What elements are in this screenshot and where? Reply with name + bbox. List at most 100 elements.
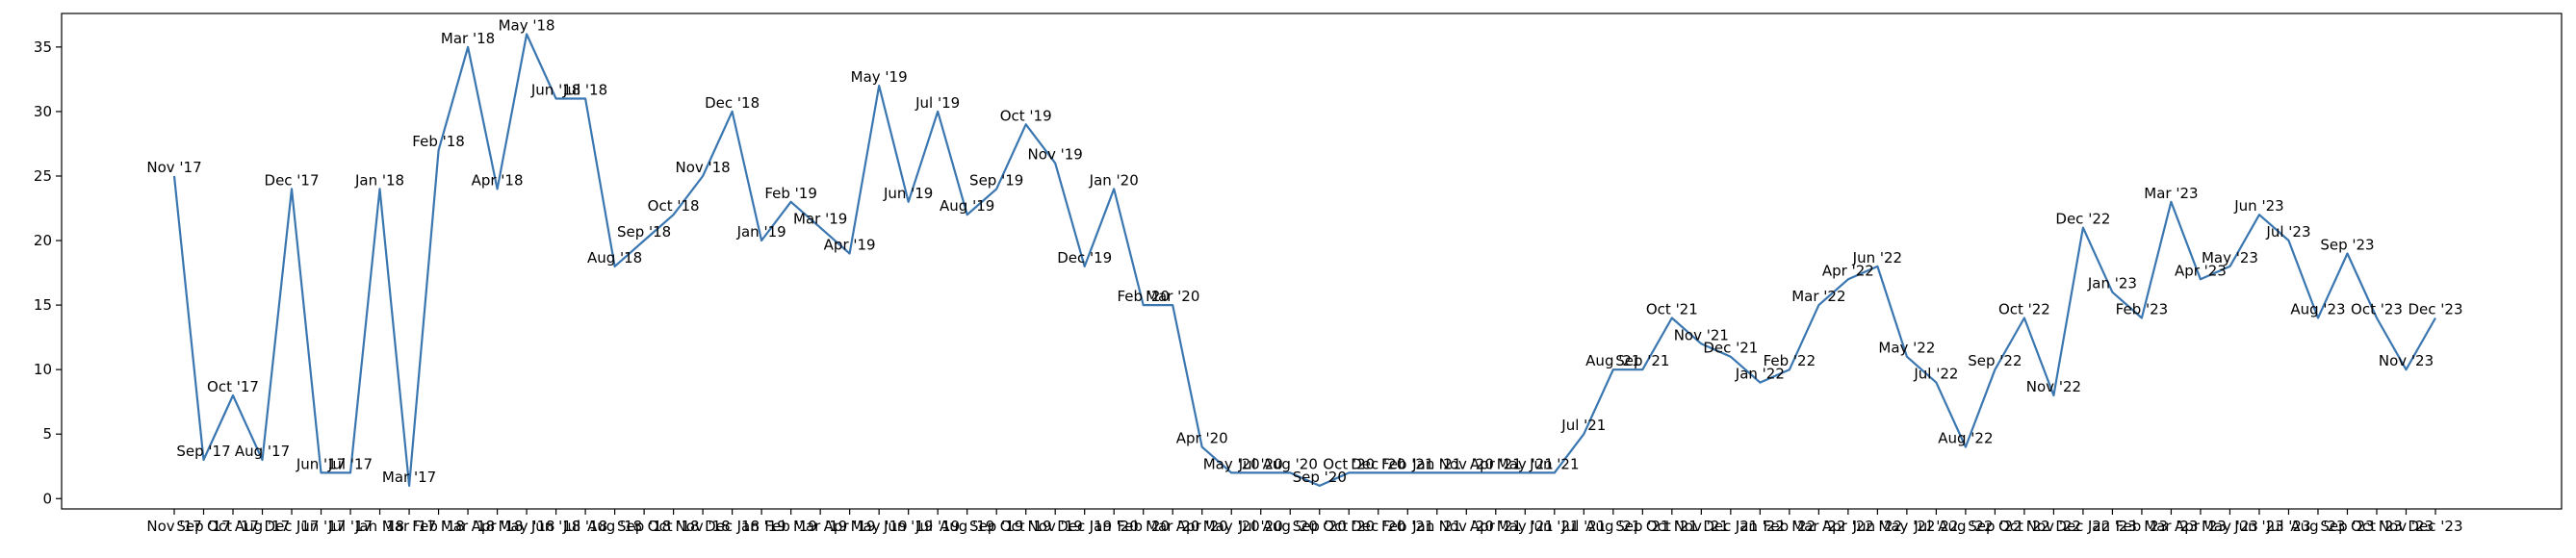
x-tick-label: Jun '18 — [530, 518, 580, 535]
data-label: Jun '21 — [1529, 455, 1579, 472]
x-tick-label: Nov '23 — [2379, 518, 2434, 535]
x-tick-label: Mar '22 — [1791, 518, 1845, 535]
data-label: Nov '22 — [2026, 378, 2081, 395]
x-tick-label: Apr '23 — [2175, 518, 2227, 535]
x-tick-label: Mar '18 — [441, 518, 495, 535]
data-label: Aug '19 — [940, 197, 994, 215]
x-tick-label: Nov '17 — [146, 518, 201, 535]
x-tick-label: Jan '20 — [1089, 518, 1139, 535]
x-tick-label: Jul '20 — [1238, 518, 1283, 535]
data-label: Oct '20 — [1323, 455, 1375, 472]
data-label: Nov '23 — [2379, 352, 2434, 369]
data-label: May '22 — [1878, 340, 1935, 357]
data-label: Feb '20 — [1117, 288, 1170, 305]
x-tick-label: May '19 — [851, 518, 908, 535]
x-tick-label: Aug '23 — [2290, 518, 2345, 535]
x-tick-label: Oct '20 — [1323, 518, 1375, 535]
data-label: Jul '23 — [2265, 223, 2310, 241]
x-tick-label: May '21 — [1497, 518, 1554, 535]
x-tick-label: Sep '18 — [617, 518, 671, 535]
data-label: Apr '23 — [2175, 262, 2227, 279]
y-axis: 0 5 10 15 20 25 30 35 — [34, 38, 62, 507]
data-label: Feb '18 — [412, 133, 465, 150]
y-tick-label: 25 — [34, 167, 52, 185]
data-label: Nov '19 — [1028, 146, 1083, 164]
x-tick-label: Nov '21 — [1674, 518, 1729, 535]
data-label: Oct '19 — [1000, 107, 1052, 124]
data-label: Jul '19 — [914, 94, 960, 112]
x-tick-label: Jan '19 — [736, 518, 786, 535]
x-tick-label: Aug '20 — [1263, 518, 1318, 535]
y-tick-label: 5 — [42, 425, 52, 443]
x-tick-label: Aug '19 — [940, 518, 994, 535]
data-label: Mar '20 — [1146, 288, 1199, 305]
x-tick-label: Jul '21 — [1560, 518, 1606, 535]
data-label: Jan '18 — [354, 171, 404, 189]
x-tick-label: Jul '18 — [562, 518, 607, 535]
data-label: Mar '22 — [1791, 288, 1845, 305]
data-label: May '23 — [2202, 249, 2258, 266]
data-label: Nov '18 — [675, 159, 730, 176]
data-label: Dec '17 — [265, 171, 320, 189]
x-tick-label: Mar '19 — [793, 518, 847, 535]
data-label: Sep '18 — [617, 223, 671, 241]
data-label: Jul '17 — [327, 455, 373, 472]
y-tick-label: 35 — [34, 38, 52, 56]
data-label: Oct '22 — [1998, 301, 2050, 318]
data-label: Sep '22 — [1968, 352, 2022, 369]
data-label: Dec '23 — [2408, 301, 2462, 318]
data-label: May '21 — [1497, 455, 1554, 472]
y-tick-label: 30 — [34, 103, 52, 120]
x-tick-label: Dec '17 — [265, 518, 320, 535]
data-label: Sep '19 — [969, 171, 1023, 189]
data-label: Jan '21 — [1411, 455, 1461, 472]
y-tick-label: 20 — [34, 232, 52, 249]
data-label: Apr '22 — [1822, 262, 1874, 279]
x-tick-label: Sep '20 — [1293, 518, 1347, 535]
data-label: Aug '20 — [1263, 455, 1318, 472]
x-tick-label: Jun '19 — [883, 518, 933, 535]
x-tick-label: Oct '22 — [1998, 518, 2050, 535]
data-label: Jan '20 — [1089, 171, 1139, 189]
x-tick-label: Mar '17 — [382, 518, 436, 535]
x-tick-label: Feb '23 — [2116, 518, 2169, 535]
x-tick-label: Nov '19 — [1028, 518, 1083, 535]
data-label: Dec '22 — [2055, 211, 2110, 228]
data-label: Sep '23 — [2320, 236, 2374, 253]
data-label: Aug '21 — [1585, 352, 1640, 369]
x-tick-label: Aug '21 — [1585, 518, 1640, 535]
data-label: Feb '23 — [2116, 301, 2169, 318]
data-label: Jul '20 — [1238, 455, 1283, 472]
x-tick-label: Oct '21 — [1646, 518, 1698, 535]
data-label: Jul '18 — [562, 82, 607, 99]
x-tick-label: Dec '18 — [705, 518, 760, 535]
data-label: Jun '18 — [530, 82, 580, 99]
x-tick-label: Jan '22 — [1735, 518, 1785, 535]
data-label: Mar '23 — [2144, 185, 2198, 202]
data-label: Nov '17 — [146, 159, 201, 176]
data-label: Jun '17 — [296, 455, 346, 472]
x-tick-label: Jun '17 — [296, 518, 346, 535]
data-label: May '18 — [499, 16, 555, 34]
data-label: Aug '18 — [587, 249, 642, 266]
x-tick-label: Feb '18 — [412, 518, 465, 535]
x-tick-label: Jun '23 — [2233, 518, 2283, 535]
data-label: Feb '19 — [764, 185, 817, 202]
x-tick-label: Oct '19 — [1000, 518, 1052, 535]
x-tick-label: Feb '21 — [1381, 518, 1434, 535]
x-tick-label: Jun '21 — [1529, 518, 1579, 535]
x-tick-label: Sep '23 — [2320, 518, 2374, 535]
data-label: Dec '19 — [1057, 249, 1112, 266]
x-tick-label: Aug '22 — [1938, 518, 1993, 535]
data-label: Dec '21 — [1703, 340, 1758, 357]
x-tick-label: Jan '18 — [354, 518, 404, 535]
data-label: Oct '18 — [648, 197, 700, 215]
x-tick-label: Aug '17 — [235, 518, 290, 535]
data-label: Apr '21 — [1470, 455, 1522, 472]
x-tick-label: Oct '18 — [648, 518, 700, 535]
series-line — [172, 33, 2436, 487]
data-label: Jun '19 — [883, 185, 933, 202]
data-label: Jan '22 — [1735, 366, 1785, 383]
